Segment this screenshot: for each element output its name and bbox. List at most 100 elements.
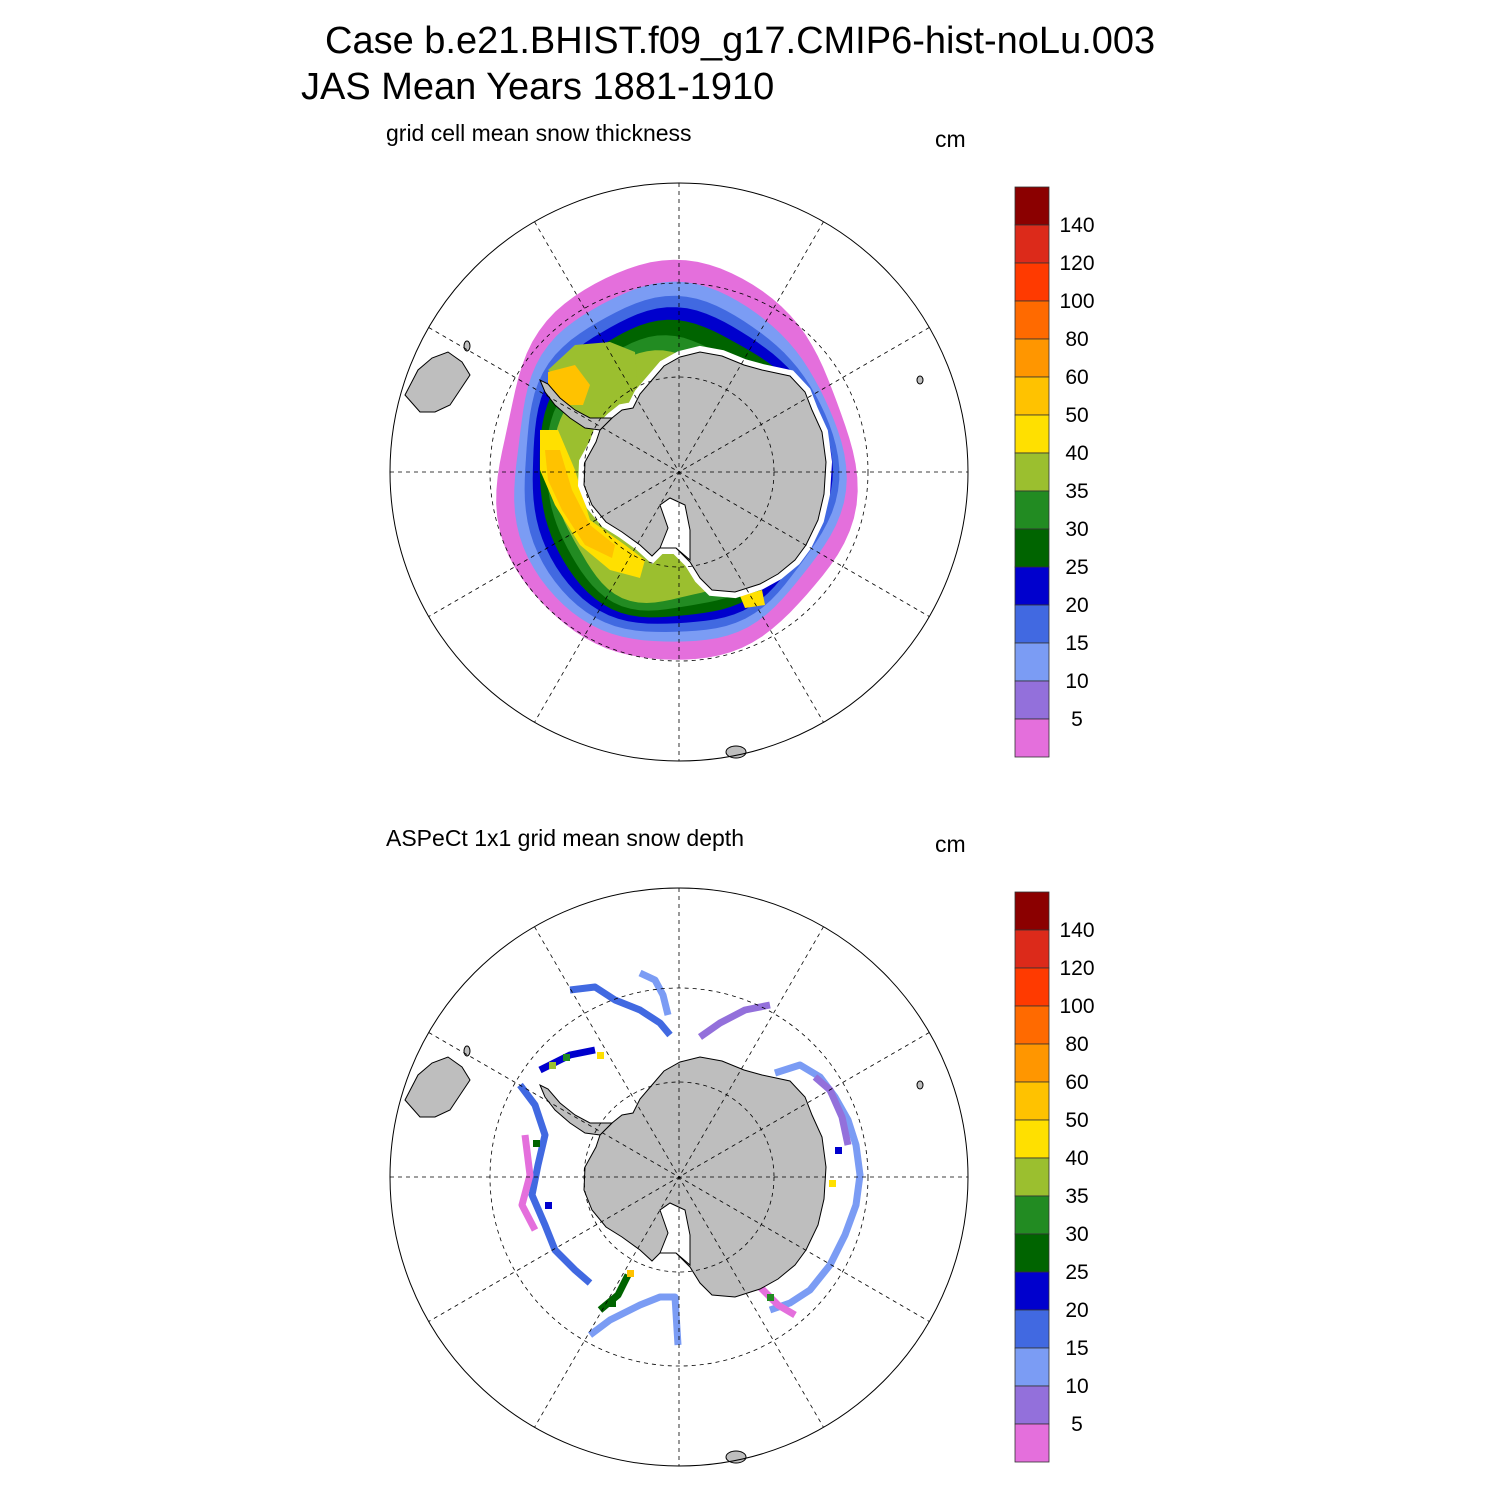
- observation-point-1: [563, 1054, 570, 1061]
- colorbar: 140 120 100 80 60 50 40 35 30 25 20 15 10 5: [1014, 891, 1095, 1463]
- antarctic-peninsula: [539, 378, 614, 431]
- antarctic-peninsula: [539, 1083, 614, 1136]
- weddell-sea-max-snow: [548, 365, 590, 405]
- colorbar-label-15: 15: [1065, 632, 1088, 655]
- colorbar-label-40: 40: [1065, 442, 1088, 465]
- colorbar-box-7: [1014, 1157, 1050, 1197]
- observation-point-9: [627, 1270, 634, 1277]
- colorbar: 140 120 100 80 60 50 40 35 30 25 20 15 10 5: [1014, 186, 1095, 758]
- ship-track-6: [587, 1293, 682, 1346]
- colorbar-label-10: 10: [1065, 1375, 1088, 1398]
- colorbar-box-3: [1014, 300, 1050, 340]
- colorbar-box-12: [1014, 642, 1050, 682]
- panel-1-map: 140 120 100 80 60 50 40 35 30 25 20 15 10 5: [389, 182, 1095, 762]
- colorbar-label-50: 50: [1065, 404, 1088, 427]
- ross-ice-shelf-notch: [659, 1202, 691, 1267]
- colorbar-box-11: [1014, 1309, 1050, 1349]
- meridian-150: [428, 1032, 930, 1322]
- sub-antarctic-island: [916, 375, 924, 385]
- colorbar-box-2: [1014, 967, 1050, 1007]
- weddell-sea-thick-snow: [548, 342, 638, 408]
- ship-track-0: [569, 983, 673, 1038]
- figure-title-line1: Case b.e21.BHIST.f09_g17.CMIP6-hist-noLu…: [325, 20, 1156, 62]
- graticule: [390, 888, 968, 1466]
- colorbar-label-5: 5: [1071, 708, 1083, 731]
- observation-point-0: [549, 1062, 556, 1069]
- colorbar-label-5: 5: [1071, 1413, 1083, 1436]
- colorbar-box-9: [1014, 1233, 1050, 1273]
- colorbar-box-7: [1014, 452, 1050, 492]
- south-america-landmass: [404, 351, 471, 413]
- ship-track-10: [757, 1284, 797, 1319]
- colorbar-label-20: 20: [1065, 1299, 1088, 1322]
- colorbar-box-5: [1014, 1081, 1050, 1121]
- new-zealand-tip: [725, 745, 747, 759]
- south-america-landmass: [404, 1056, 471, 1118]
- colorbar-box-5: [1014, 376, 1050, 416]
- colorbar-box-3: [1014, 1005, 1050, 1045]
- colorbar-label-30: 30: [1065, 518, 1088, 541]
- observation-point-8: [767, 1294, 774, 1301]
- panel-2-map: 140 120 100 80 60 50 40 35 30 25 20 15 10 5: [389, 887, 1095, 1467]
- colorbar-box-1: [1014, 224, 1050, 264]
- colorbar-box-10: [1014, 1271, 1050, 1311]
- graticule: [390, 183, 968, 761]
- colorbar-box-2: [1014, 262, 1050, 302]
- colorbar-label-140: 140: [1059, 919, 1094, 942]
- figure-title-line2: JAS Mean Years 1881-1910: [301, 66, 775, 108]
- colorbar-box-10: [1014, 566, 1050, 606]
- colorbar-box-14: [1014, 718, 1050, 758]
- map-boundary: [389, 182, 969, 762]
- ship-track-5: [518, 1134, 539, 1232]
- colorbar-box-11: [1014, 604, 1050, 644]
- falkland-islands: [463, 340, 471, 352]
- ship-track-4: [517, 1082, 593, 1286]
- map-body: [517, 969, 864, 1346]
- colorbar-label-60: 60: [1065, 366, 1088, 389]
- colorbar-label-30: 30: [1065, 1223, 1088, 1246]
- colorbar-label-100: 100: [1059, 290, 1094, 313]
- sub-antarctic-island: [916, 1080, 924, 1090]
- colorbar-label-10: 10: [1065, 670, 1088, 693]
- colorbar-box-4: [1014, 1043, 1050, 1083]
- panel-1-subtitle: grid cell mean snow thickness: [386, 120, 692, 146]
- panel-2-units: cm: [935, 831, 966, 857]
- colorbar-label-120: 120: [1059, 957, 1094, 980]
- colorbar-label-60: 60: [1065, 1071, 1088, 1094]
- colorbar-label-35: 35: [1065, 480, 1088, 503]
- colorbar-box-1: [1014, 929, 1050, 969]
- colorbar-label-40: 40: [1065, 1147, 1088, 1170]
- colorbar-box-12: [1014, 1347, 1050, 1387]
- colorbar-label-50: 50: [1065, 1109, 1088, 1132]
- colorbar-box-13: [1014, 1385, 1050, 1425]
- observation-point-5: [835, 1147, 842, 1154]
- falkland-islands: [463, 1045, 471, 1057]
- observation-point-4: [597, 1052, 604, 1059]
- colorbar-label-25: 25: [1065, 556, 1088, 579]
- colorbar-label-80: 80: [1065, 1033, 1088, 1056]
- observation-point-6: [829, 1180, 836, 1187]
- colorbar-label-80: 80: [1065, 328, 1088, 351]
- meridian-150: [428, 327, 930, 617]
- ship-track-1: [638, 969, 672, 1016]
- colorbar-label-120: 120: [1059, 252, 1094, 275]
- colorbar-box-8: [1014, 490, 1050, 530]
- colorbar-box-8: [1014, 1195, 1050, 1235]
- colorbar-box-4: [1014, 338, 1050, 378]
- colorbar-label-140: 140: [1059, 214, 1094, 237]
- ross-ice-shelf-notch: [659, 497, 691, 562]
- colorbar-box-9: [1014, 528, 1050, 568]
- colorbar-box-0: [1014, 186, 1050, 226]
- colorbar-box-6: [1014, 1119, 1050, 1159]
- new-zealand-tip: [725, 1450, 747, 1464]
- ship-track-2: [697, 1001, 771, 1040]
- colorbar-box-0: [1014, 891, 1050, 931]
- colorbar-label-35: 35: [1065, 1185, 1088, 1208]
- amundsen-sea-max-snow: [545, 450, 615, 558]
- colorbar-label-100: 100: [1059, 995, 1094, 1018]
- map-boundary: [389, 887, 969, 1467]
- observation-point-7: [609, 1300, 616, 1307]
- colorbar-label-20: 20: [1065, 594, 1088, 617]
- colorbar-box-6: [1014, 414, 1050, 454]
- ship-track-9: [812, 1074, 852, 1146]
